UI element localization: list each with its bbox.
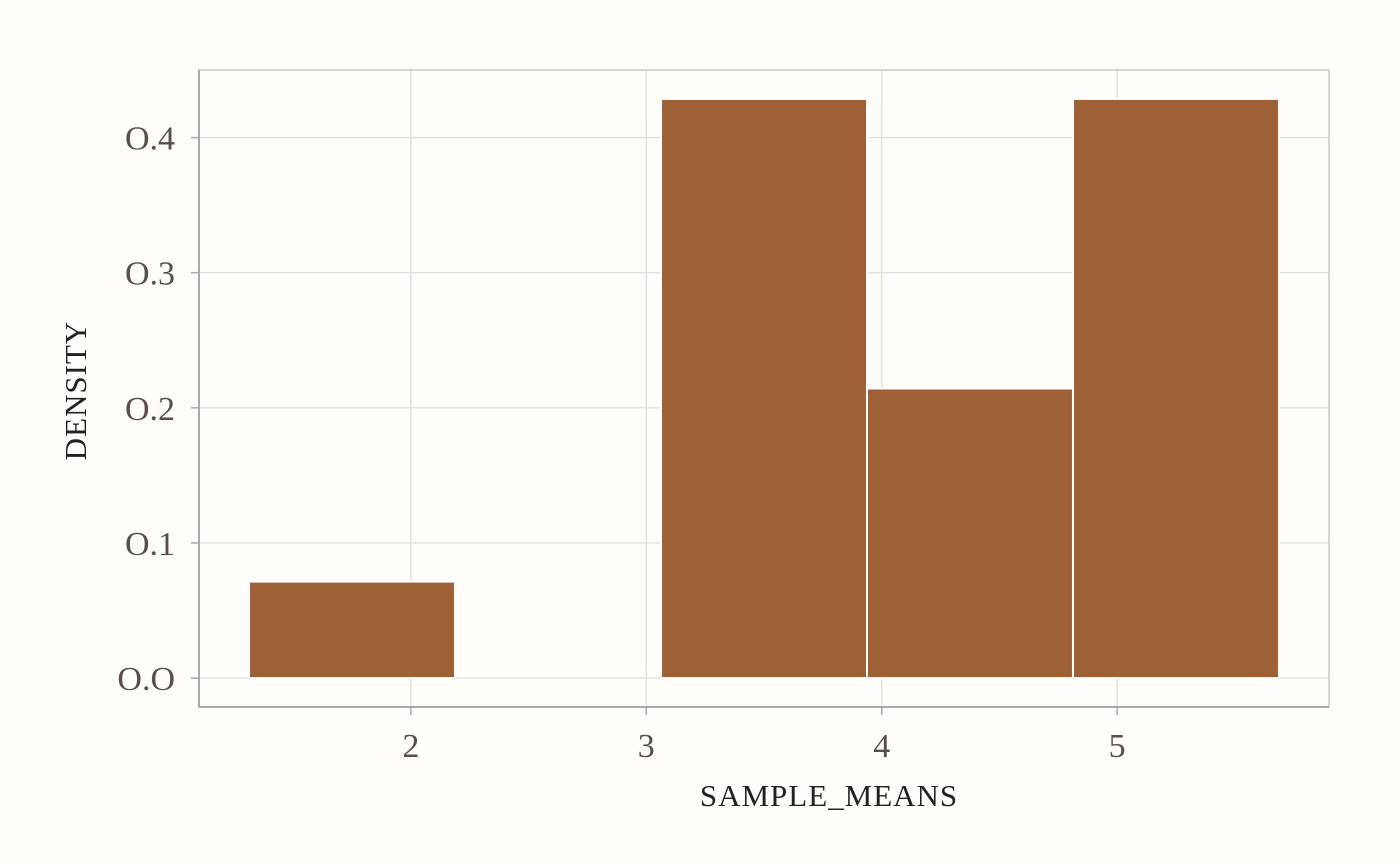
histogram-bars [248, 97, 1280, 680]
y-axis-title: DENSITY [58, 321, 93, 461]
y-tick-label-4: O.4 [125, 121, 175, 158]
bar-0 [248, 580, 457, 680]
x-tick-label-3: 5 [1109, 728, 1126, 765]
x-tick-label-0: 2 [402, 728, 419, 765]
bar-3 [865, 387, 1074, 680]
y-tick-label-0: O.O [117, 661, 175, 698]
axes [191, 70, 1329, 715]
bar-4 [1071, 97, 1280, 680]
x-tick-label-2: 4 [873, 728, 890, 765]
bar-2 [660, 97, 868, 680]
y-tick-label-1: O.1 [125, 526, 175, 563]
tick-labels: 2 3 4 5 O.O O.1 O.2 O.3 O.4 [117, 121, 1125, 765]
y-tick-label-2: O.2 [125, 391, 175, 428]
y-tick-label-3: O.3 [125, 256, 175, 293]
x-axis-title: SAMPLE_MEANS [700, 778, 958, 813]
x-tick-label-1: 3 [638, 728, 655, 765]
